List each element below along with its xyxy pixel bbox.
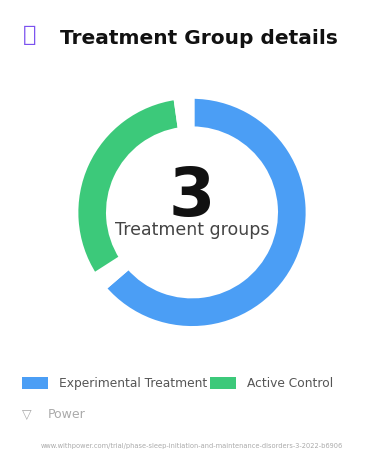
Text: Treatment groups: Treatment groups [115,221,269,239]
Text: Treatment Group details: Treatment Group details [60,29,338,48]
Text: www.withpower.com/trial/phase-sleep-initiation-and-maintenance-disorders-3-2022-: www.withpower.com/trial/phase-sleep-init… [41,443,343,449]
Wedge shape [76,98,180,275]
Text: ▽: ▽ [22,408,32,421]
Wedge shape [104,96,308,328]
FancyBboxPatch shape [210,377,236,389]
Text: Active Control: Active Control [247,377,333,390]
Text: 👥: 👥 [23,26,36,46]
Text: 3: 3 [169,164,215,230]
Text: Power: Power [48,408,86,421]
Wedge shape [176,96,192,130]
Text: Experimental Treatment: Experimental Treatment [59,377,207,390]
FancyBboxPatch shape [22,377,48,389]
Wedge shape [94,258,129,288]
